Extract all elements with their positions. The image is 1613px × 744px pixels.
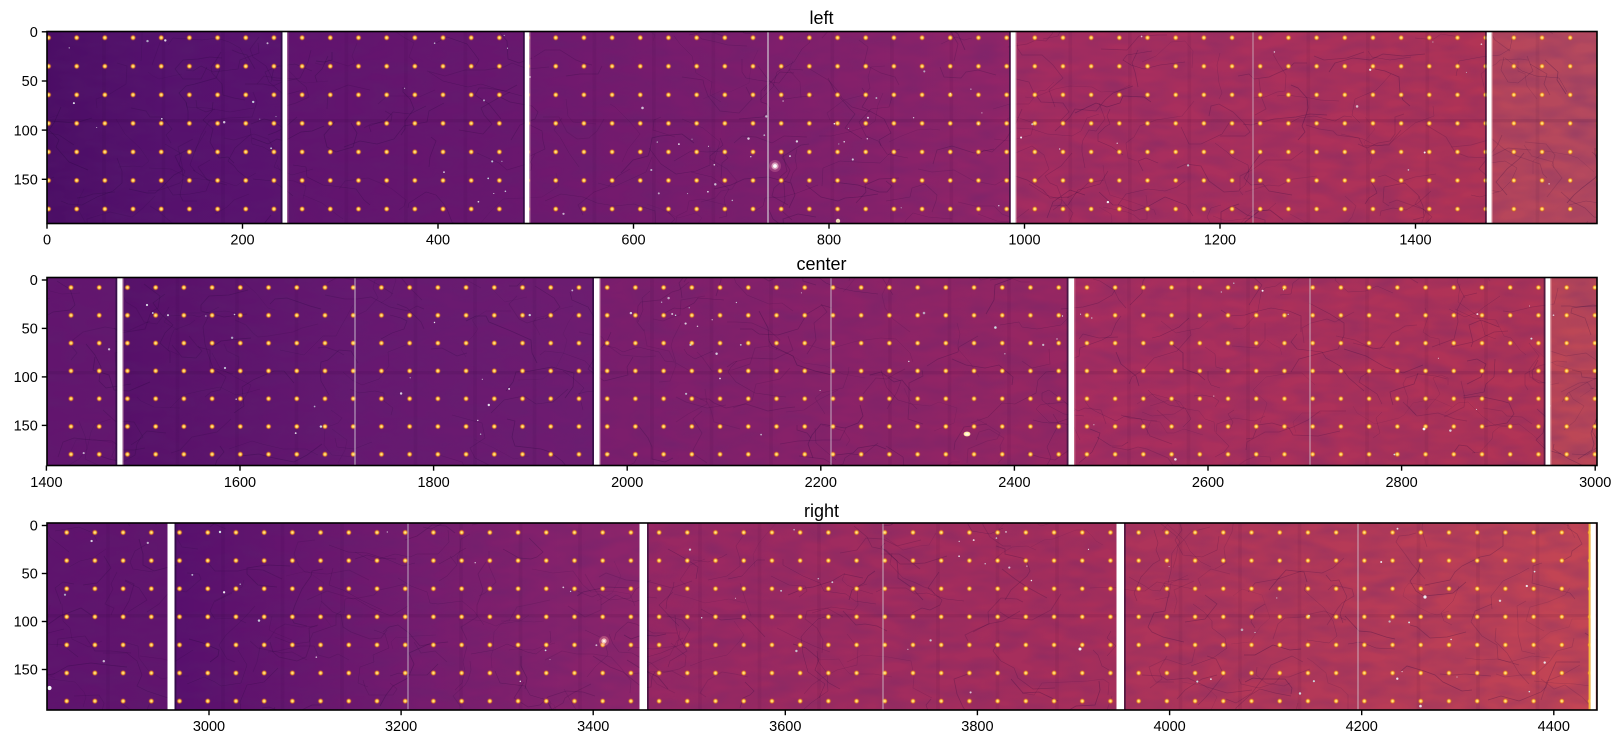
svg-text:0: 0: [43, 233, 51, 249]
svg-text:100: 100: [14, 615, 38, 631]
svg-text:1400: 1400: [1399, 233, 1431, 249]
svg-text:200: 200: [230, 233, 254, 249]
svg-text:0: 0: [30, 25, 38, 41]
svg-text:1600: 1600: [224, 475, 256, 491]
svg-text:50: 50: [22, 322, 38, 338]
svg-text:1400: 1400: [30, 475, 62, 491]
svg-text:center: center: [796, 254, 846, 274]
svg-text:3200: 3200: [385, 719, 417, 735]
svg-text:50: 50: [22, 567, 38, 583]
svg-text:3000: 3000: [1579, 475, 1611, 491]
svg-text:2000: 2000: [611, 475, 643, 491]
svg-text:2800: 2800: [1385, 475, 1417, 491]
svg-text:100: 100: [14, 370, 38, 386]
svg-text:1800: 1800: [417, 475, 449, 491]
svg-text:3800: 3800: [961, 719, 993, 735]
svg-text:1200: 1200: [1204, 233, 1236, 249]
svg-text:150: 150: [14, 419, 38, 435]
svg-text:2600: 2600: [1192, 475, 1224, 491]
svg-text:2400: 2400: [998, 475, 1030, 491]
svg-text:100: 100: [14, 123, 38, 139]
svg-text:4400: 4400: [1538, 719, 1570, 735]
svg-text:0: 0: [30, 273, 38, 289]
svg-text:left: left: [809, 8, 833, 28]
svg-text:50: 50: [22, 74, 38, 90]
svg-text:150: 150: [14, 663, 38, 679]
svg-text:400: 400: [426, 233, 450, 249]
svg-text:2200: 2200: [805, 475, 837, 491]
svg-text:3600: 3600: [769, 719, 801, 735]
svg-text:0: 0: [30, 519, 38, 535]
svg-text:4000: 4000: [1153, 719, 1185, 735]
svg-text:150: 150: [14, 173, 38, 189]
svg-text:4200: 4200: [1346, 719, 1378, 735]
svg-text:right: right: [804, 501, 839, 521]
svg-text:3000: 3000: [193, 719, 225, 735]
svg-text:3400: 3400: [577, 719, 609, 735]
svg-text:800: 800: [817, 233, 841, 249]
svg-text:1000: 1000: [1008, 233, 1040, 249]
svg-text:600: 600: [621, 233, 645, 249]
